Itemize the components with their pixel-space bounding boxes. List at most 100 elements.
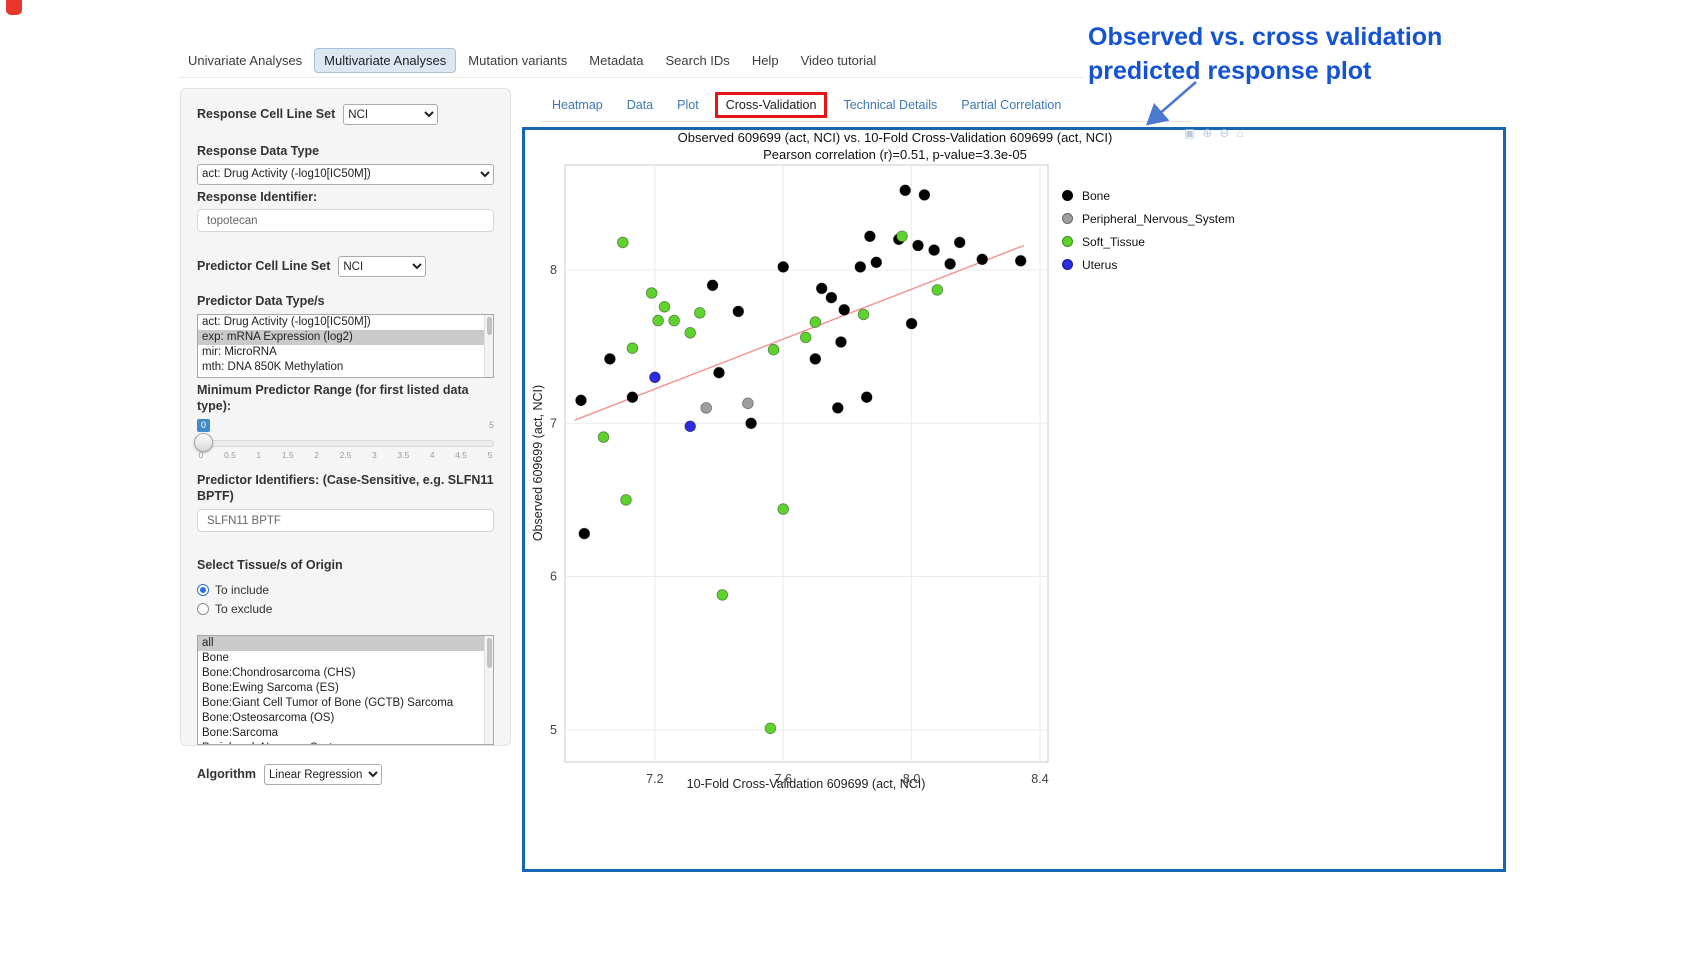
data-point-bone[interactable] [578,527,591,540]
response-identifier-input[interactable] [197,209,494,233]
list-option[interactable]: exp: mRNA Expression (log2) [198,329,493,345]
data-point-soft_tissue[interactable] [617,236,629,249]
camera-icon[interactable]: ▣ [1184,126,1196,140]
data-point-soft_tissue[interactable] [597,431,610,443]
legend-item[interactable]: Uterus [1062,253,1235,276]
tab-partial-correlation[interactable]: Partial Correlation [961,98,1062,112]
data-point-bone[interactable] [912,239,924,252]
tissue-include-radio[interactable]: To include [197,580,494,599]
data-point-bone[interactable] [825,291,838,304]
list-option[interactable]: act: Drug Activity (-log10[IC50M]) [202,315,371,328]
data-point-bone[interactable] [835,336,847,348]
tab-heatmap[interactable]: Heatmap [552,98,603,112]
data-point-bone[interactable] [953,236,966,249]
data-point-bone[interactable] [575,394,587,407]
data-point-bone[interactable] [976,253,989,266]
data-point-bone[interactable] [706,279,719,292]
data-point-soft_tissue[interactable] [767,343,780,356]
nav-tab-video-tutorial[interactable]: Video tutorial [800,53,877,68]
response-cell-line-set-select[interactable]: NCI [343,104,439,125]
data-point-soft_tissue[interactable] [626,342,639,355]
data-point-soft_tissue[interactable] [809,316,822,328]
data-point-peripheral_nervous_system[interactable] [742,397,754,410]
list-option[interactable]: Bone:Sarcoma [202,727,279,739]
tissue-listbox[interactable]: all Bone Bone:Chondrosarcoma (CHS) Bone:Ewi… [197,635,494,745]
scrollbar[interactable] [484,314,493,377]
legend-item[interactable]: Soft_Tissue [1062,230,1235,253]
data-point-bone[interactable] [745,417,757,430]
zoom-out-icon[interactable]: ⊖ [1219,126,1230,140]
list-option[interactable]: Peripheral_Nervous_System [198,741,493,744]
legend-item[interactable]: Peripheral_Nervous_System [1062,207,1235,230]
slider-handle[interactable] [194,433,213,453]
scatter-plot[interactable]: 7.2 7.6 8.0 8.4 5 6 7 8 [522,127,1222,827]
nav-tab-help[interactable]: Help [751,53,779,68]
data-point-uterus[interactable] [649,371,661,384]
data-point-bone[interactable] [838,304,851,316]
list-option[interactable]: Bone [202,652,229,664]
data-point-soft_tissue[interactable] [931,284,944,296]
tissue-exclude-radio[interactable]: To exclude [197,599,494,618]
data-point-bone[interactable] [854,261,867,273]
data-point-soft_tissue[interactable] [777,503,790,515]
data-point-bone[interactable] [713,366,725,379]
list-option[interactable]: mth: DNA 850K Methylation [202,360,344,373]
response-data-type-select[interactable]: act: Drug Activity (-log10[IC50M]) [197,163,494,185]
radio-icon[interactable] [197,602,209,615]
predictor-data-types-listbox[interactable]: act: Drug Activity (-log10[IC50M]) exp: m… [197,313,494,378]
slider-track[interactable] [197,440,494,448]
nav-tab-metadata[interactable]: Metadata [589,53,644,68]
list-option[interactable]: mir: MicroRNA [202,345,277,358]
zoom-in-icon[interactable]: ⊕ [1202,126,1213,140]
data-point-soft_tissue[interactable] [764,722,777,735]
list-option[interactable]: Bone:Giant Cell Tumor of Bone (GCTB) Sar… [202,697,454,709]
data-point-bone[interactable] [860,391,873,404]
nav-tab-multivariate-analyses[interactable]: Multivariate Analyses [314,48,457,73]
reset-axes-icon[interactable]: ⌂ [1236,126,1244,140]
data-point-bone[interactable] [815,282,828,295]
list-option[interactable]: all [198,636,493,651]
data-point-soft_tissue[interactable] [799,331,812,344]
data-point-soft_tissue[interactable] [645,287,658,299]
data-point-bone[interactable] [831,402,844,414]
data-point-bone[interactable] [809,353,822,365]
data-point-uterus[interactable] [684,420,697,433]
data-point-bone[interactable] [870,256,883,269]
data-point-bone[interactable] [1014,255,1027,267]
data-point-soft_tissue[interactable] [658,301,671,313]
data-point-bone[interactable] [777,261,790,273]
data-point-bone[interactable] [928,244,940,256]
data-point-bone[interactable] [864,230,876,243]
data-point-soft_tissue[interactable] [620,494,632,506]
data-point-soft_tissue[interactable] [857,308,870,321]
tab-technical-details[interactable]: Technical Details [843,98,938,112]
nav-tab-search-ids[interactable]: Search IDs [665,53,730,68]
data-point-soft_tissue[interactable] [668,314,680,327]
data-point-bone[interactable] [899,184,912,197]
data-point-peripheral_nervous_system[interactable] [700,402,713,414]
data-point-bone[interactable] [944,258,956,270]
nav-tab-mutation-variants[interactable]: Mutation variants [468,53,568,68]
tab-data[interactable]: Data [626,98,654,112]
scrollbar[interactable] [484,636,493,744]
data-point-bone[interactable] [732,305,745,318]
list-option[interactable]: Bone:Ewing Sarcoma (ES) [202,682,339,694]
legend-item[interactable]: Bone [1062,184,1235,207]
tab-plot[interactable]: Plot [677,98,699,112]
data-point-bone[interactable] [918,189,931,201]
predictor-identifiers-input[interactable] [197,509,494,533]
algorithm-select[interactable]: Linear Regression [264,764,383,785]
list-option[interactable]: Bone:Chondrosarcoma (CHS) [202,667,356,679]
predictor-cell-line-set-select[interactable]: NCI [338,256,427,278]
min-predictor-range-slider[interactable]: 0 5 0 0.5 1 1.5 2 2.5 3 3.5 4 4.5 5 [194,419,494,465]
data-point-bone[interactable] [905,317,918,330]
radio-icon[interactable] [197,583,209,596]
tab-cross-validation[interactable]: Cross-Validation [714,92,828,118]
data-point-soft_tissue[interactable] [896,230,908,243]
list-option[interactable]: Bone:Osteosarcoma (OS) [202,712,335,724]
data-point-soft_tissue[interactable] [684,327,697,339]
data-point-bone[interactable] [626,391,639,404]
data-point-bone[interactable] [604,353,616,365]
data-point-soft_tissue[interactable] [652,314,664,327]
data-point-soft_tissue[interactable] [716,589,729,601]
